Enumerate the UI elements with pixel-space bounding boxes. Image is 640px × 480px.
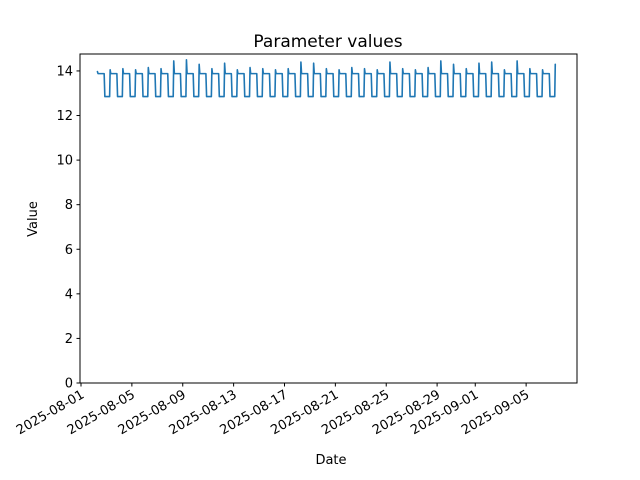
chart-title: Parameter values bbox=[253, 32, 402, 52]
plot-area bbox=[79, 53, 578, 384]
y-tick-label: 12 bbox=[56, 109, 73, 124]
y-tick-label: 14 bbox=[56, 64, 73, 79]
x-axis-label: Date bbox=[315, 453, 346, 468]
y-axis-label: Value bbox=[26, 201, 41, 237]
x-axis-ticks: 2025-08-012025-08-052025-08-092025-08-13… bbox=[14, 383, 532, 438]
y-axis-ticks: 0 2 4 6 8 10 12 14 bbox=[56, 64, 80, 392]
y-tick-label: 2 bbox=[65, 332, 73, 347]
y-tick-label: 6 bbox=[65, 243, 73, 258]
y-tick-label: 4 bbox=[65, 287, 73, 302]
y-tick-label: 10 bbox=[56, 154, 73, 169]
y-tick-label: 0 bbox=[65, 377, 73, 392]
series-line bbox=[96, 58, 557, 98]
y-tick-label: 8 bbox=[65, 198, 73, 213]
